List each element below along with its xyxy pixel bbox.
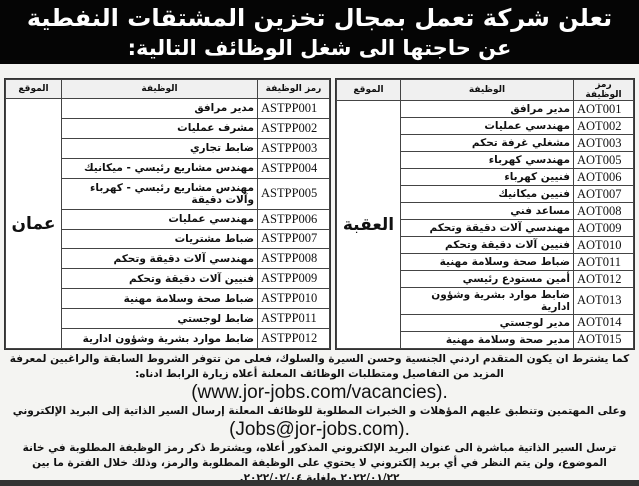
job-row: AOT015 مدير صحة وسلامة مهنية (337, 330, 634, 350)
col-location: الموقع (336, 79, 401, 101)
job-row: ASTPP010 ضباط صحة وسلامة مهنية (6, 288, 330, 310)
job-row: AOT013 ضابط موارد بشرية وشؤون ادارية (337, 287, 634, 315)
job-row: AOT003 مشغلي غرفة تحكم (337, 134, 634, 153)
job-title: ضابط موارد بشرية وشؤون ادارية (61, 328, 258, 349)
headline: تعلن شركة تعمل بمجال تخزين المشتقات النف… (26, 4, 613, 32)
job-title: مدير صحة وسلامة مهنية (400, 330, 574, 350)
vacancies-link[interactable]: (www.jor-jobs.com/vacancies). (191, 382, 448, 403)
job-row: ASTPP001 مدير مرافق عمان (5, 98, 330, 349)
job-row: ASTPP004 مهندس مشاريع رئيسي - ميكانيك (6, 157, 330, 179)
job-title: مشرف عمليات (61, 117, 258, 139)
job-title: مهندسي عمليات (61, 208, 258, 230)
job-title: فنيين آلات دقيقة وتحكم (61, 268, 258, 290)
job-title: ضابط موارد بشرية وشؤون ادارية (400, 287, 574, 315)
job-title: مساعد فني (400, 202, 574, 221)
job-code: AOT002 (573, 117, 634, 136)
job-code: AOT007 (573, 185, 634, 204)
job-title: فنيين كهرباء (400, 168, 574, 187)
job-code: ASTPP003 (257, 137, 330, 159)
job-title: مدير لوجستي (400, 313, 574, 332)
job-title: فنيين آلات دقيقة وتحكم (400, 236, 574, 255)
job-code: AOT005 (573, 151, 634, 170)
job-row: AOT012 أمين مستودع رئيسي (337, 270, 634, 289)
job-code: ASTPP004 (257, 157, 330, 179)
job-code: AOT011 (573, 253, 634, 272)
col-code: رمز الوظيفة (257, 79, 330, 99)
job-row: AOT005 مهندسي كهرباء (337, 151, 634, 170)
apply-text: وعلى المهتمين وتنطبق عليهم المؤهلات و ال… (12, 405, 627, 417)
job-code: AOT015 (573, 330, 634, 350)
job-row: AOT010 فنيين آلات دقيقة وتحكم (337, 236, 634, 255)
email-link[interactable]: (Jobs@jor-jobs.com). (229, 419, 410, 440)
job-title: مشغلي غرفة تحكم (400, 134, 574, 153)
job-row: AOT014 مدير لوجستي (337, 313, 634, 332)
job-code: ASTPP009 (257, 268, 330, 290)
job-title: مهندسي عمليات (400, 117, 574, 136)
job-title: مهندس مشاريع رئيسي - كهرباء وآلات دقيقة (61, 177, 258, 210)
job-code: ASTPP005 (257, 177, 330, 210)
job-row: ASTPP012 ضابط موارد بشرية وشؤون ادارية (6, 328, 330, 349)
job-code: AOT013 (573, 287, 634, 315)
job-row: ASTPP005 مهندس مشاريع رئيسي - كهرباء وآلا… (6, 177, 330, 210)
job-location: العقبة (336, 100, 401, 349)
job-title: مدير مرافق (400, 99, 574, 119)
job-code: AOT003 (573, 134, 634, 153)
job-title: فنيين ميكانيك (400, 185, 574, 204)
job-code: ASTPP001 (257, 98, 330, 119)
job-code: ASTPP010 (257, 288, 330, 310)
col-title: الوظيفة (61, 79, 258, 99)
job-row: AOT011 ضباط صحة وسلامة مهنية (337, 253, 634, 272)
job-location: عمان (5, 98, 62, 349)
amman-jobs-table: رمز الوظيفة الوظيفة الموقع ASTPP001 مدير … (4, 78, 331, 350)
job-title: ضباط مشتريات (61, 228, 258, 250)
job-title: ضابط تجاري (61, 137, 258, 159)
job-code: AOT006 (573, 168, 634, 187)
job-title: ضباط صحة وسلامة مهنية (61, 288, 258, 310)
job-code: AOT001 (573, 99, 634, 119)
job-code: AOT008 (573, 202, 634, 221)
job-code: AOT012 (573, 270, 634, 289)
job-code: ASTPP006 (257, 208, 330, 230)
job-row: AOT001 مدير مرافق العقبة (336, 99, 634, 349)
job-code: AOT014 (573, 313, 634, 332)
job-title: أمين مستودع رئيسي (400, 270, 574, 289)
col-code: رمز الوظيفة (573, 79, 634, 101)
job-code: ASTPP012 (257, 328, 330, 349)
subheadline: عن حاجتها الى شغل الوظائف التالية: (127, 36, 512, 60)
job-title: ضباط صحة وسلامة مهنية (400, 253, 574, 272)
job-code: AOT009 (573, 219, 634, 238)
footer-bar (0, 480, 639, 486)
job-code: ASTPP002 (257, 117, 330, 139)
job-row: AOT009 مهندسي آلات دقيقة وتحكم (337, 219, 634, 238)
job-code: AOT010 (573, 236, 634, 255)
job-title: مهندسي كهرباء (400, 151, 574, 170)
ad-body: كما يشترط ان يكون المتقدم اردني الجنسية … (4, 352, 635, 486)
requirements-text: كما يشترط ان يكون المتقدم اردني الجنسية … (9, 353, 630, 380)
ad-header: تعلن شركة تعمل بمجال تخزين المشتقات النف… (0, 0, 639, 64)
job-title: مهندسي آلات دقيقة وتحكم (61, 248, 258, 270)
col-title: الوظيفة (400, 79, 574, 101)
col-location: الموقع (5, 79, 62, 99)
aqaba-jobs-table: رمز الوظيفة الوظيفة الموقع AOT001 مدير مر… (335, 78, 635, 350)
job-title: مدير مرافق (61, 98, 258, 119)
job-title: مهندسي آلات دقيقة وتحكم (400, 219, 574, 238)
job-row: ASTPP009 فنيين آلات دقيقة وتحكم (6, 268, 330, 290)
job-code: ASTPP008 (257, 248, 330, 270)
job-title: ضابط لوجستي (61, 308, 258, 329)
job-code: ASTPP007 (257, 228, 330, 250)
job-title: مهندس مشاريع رئيسي - ميكانيك (61, 157, 258, 179)
job-code: ASTPP011 (257, 308, 330, 329)
job-row: AOT007 فنيين ميكانيك (337, 185, 634, 204)
job-row: ASTPP002 مشرف عمليات (6, 117, 330, 139)
